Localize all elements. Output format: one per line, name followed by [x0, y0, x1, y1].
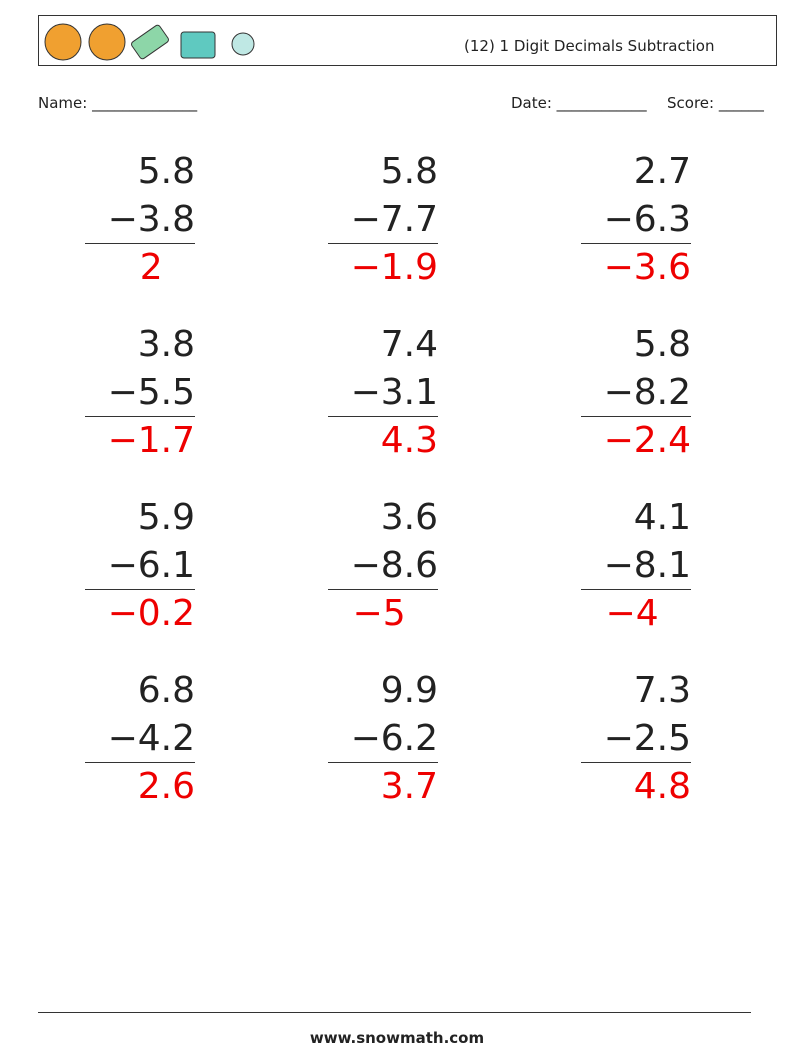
- problem-top: 7.4: [380, 324, 438, 365]
- footer: www.snowmath.com: [309, 1029, 485, 1047]
- problem-answer: −1.7: [107, 420, 195, 461]
- problem-top: 4.1: [633, 497, 691, 538]
- problem-bottom: −4.2: [85, 715, 195, 763]
- problem: 3.6 −8.6 −5: [328, 494, 438, 638]
- name-field: Name: ______________: [38, 94, 198, 112]
- problem: 5.9 −6.1 −0.2: [85, 494, 195, 638]
- problem-bottom: −7.7: [328, 196, 438, 244]
- problem-bottom: −5.5: [85, 369, 195, 417]
- problem-top: 5.8: [380, 151, 438, 192]
- problem: 9.9 −6.2 3.7: [328, 667, 438, 811]
- problem-bottom: −3.1: [328, 369, 438, 417]
- problem: 5.8 −7.7 −1.9: [328, 148, 438, 292]
- problem: 5.8 −8.2 −2.4: [581, 321, 691, 465]
- icons: [44, 23, 255, 61]
- problem-top: 5.8: [633, 324, 691, 365]
- problem-top: 3.8: [137, 324, 195, 365]
- problem: 2.7 −6.3 −3.6: [581, 148, 691, 292]
- title: (12) 1 Digit Decimals Subtraction: [464, 37, 715, 55]
- problem-answer: −4: [605, 593, 659, 634]
- problem-top: 2.7: [633, 151, 691, 192]
- problem-answer: −1.9: [350, 247, 438, 288]
- problem-answer: 2.6: [137, 766, 195, 807]
- problem: 7.3 −2.5 4.8: [581, 667, 691, 811]
- problem: 7.4 −3.1 4.3: [328, 321, 438, 465]
- problem-top: 9.9: [380, 670, 438, 711]
- problem: 4.1 −8.1 −4: [581, 494, 691, 638]
- footer-line: [38, 1012, 751, 1013]
- problem-answer: 4.8: [633, 766, 691, 807]
- problem-bottom: −8.1: [581, 542, 691, 590]
- problem-answer: −5: [352, 593, 406, 634]
- problem-top: 7.3: [633, 670, 691, 711]
- date-field: Date: ____________: [511, 94, 647, 112]
- problem-answer: 3.7: [380, 766, 438, 807]
- problem-bottom: −2.5: [581, 715, 691, 763]
- problem-bottom: −6.2: [328, 715, 438, 763]
- problem-answer: −3.6: [603, 247, 691, 288]
- problem-top: 3.6: [380, 497, 438, 538]
- problem-top: 6.8: [137, 670, 195, 711]
- problem-answer: 2: [139, 247, 163, 288]
- problem-top: 5.9: [137, 497, 195, 538]
- problem-bottom: −8.2: [581, 369, 691, 417]
- problem: 3.8 −5.5 −1.7: [85, 321, 195, 465]
- problem-bottom: −6.1: [85, 542, 195, 590]
- problem-bottom: −8.6: [328, 542, 438, 590]
- problem-answer: −0.2: [107, 593, 195, 634]
- score-field: Score: ______: [667, 94, 764, 112]
- problem-answer: 4.3: [380, 420, 438, 461]
- header: (12) 1 Digit Decimals Subtraction: [38, 15, 777, 66]
- problem-bottom: −3.8: [85, 196, 195, 244]
- problem-top: 5.8: [137, 151, 195, 192]
- problem-answer: −2.4: [603, 420, 691, 461]
- problem-bottom: −6.3: [581, 196, 691, 244]
- problem: 6.8 −4.2 2.6: [85, 667, 195, 811]
- problem: 5.8 −3.8 2: [85, 148, 195, 292]
